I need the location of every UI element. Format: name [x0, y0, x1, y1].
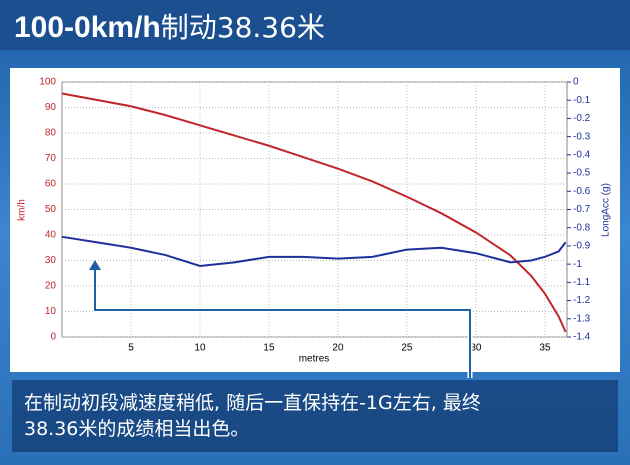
y-tick-label: 100	[39, 77, 56, 88]
y2-tick-label: -0.7	[573, 204, 591, 215]
x-tick-label: 15	[263, 343, 275, 354]
caption: 在制动初段减速度稍低, 随后一直保持在-1G左右, 最终 38.36米的成绩相当…	[12, 380, 618, 452]
y2-axis-label: LongAcc (g)	[601, 183, 612, 237]
marks: 0 10 20 30 40 50 60 70 80 90 100 0 -0.1 -0.2 -0.3 -0.4 -…	[39, 77, 590, 354]
x-tick-label: 25	[401, 343, 413, 354]
x-tick-label: 20	[332, 343, 344, 354]
y-tick-label: 50	[45, 204, 57, 215]
y2-tick-label: -0.6	[573, 186, 591, 197]
caption-line: 38.36米的成绩相当出色。	[24, 418, 250, 440]
x-tick-label: 30	[470, 343, 482, 354]
y-tick-label: 20	[45, 281, 57, 292]
y2-tick-label: -1	[573, 259, 582, 270]
y2-tick-label: -0.5	[573, 168, 591, 179]
y2-tick-label: -0.3	[573, 131, 591, 142]
y2-tick-label: -1.1	[573, 277, 591, 288]
y-tick-label: 60	[45, 179, 57, 190]
y-axis-label: km/h	[17, 199, 28, 221]
y2-tick-label: -0.4	[573, 149, 591, 160]
y2-tick-label: -0.9	[573, 241, 591, 252]
y-tick-label: 40	[45, 230, 57, 241]
title-main: 100-0km/h	[14, 11, 161, 44]
y2-tick-label: -0.1	[573, 95, 591, 106]
series-line	[61, 92, 567, 333]
y-tick-label: 10	[45, 306, 57, 317]
arrow	[94, 268, 471, 378]
y-tick-label: 80	[45, 128, 57, 139]
x-tick-label: 5	[128, 343, 134, 354]
y-tick-label: 70	[45, 153, 57, 164]
x-tick-label: 35	[539, 343, 551, 354]
subtitle: 制动38.36米	[160, 11, 325, 44]
x-tick-label: 10	[194, 343, 206, 354]
caption-line: 在制动初段减速度稍低, 随后一直保持在-1G左右, 最终	[24, 392, 481, 414]
y-tick-label: 30	[45, 255, 57, 266]
y2-tick-label: -0.8	[573, 222, 591, 233]
title: 100-0km/h制动38.36米	[14, 6, 325, 46]
chart-panel	[10, 68, 620, 372]
arrow-head	[89, 260, 101, 270]
y2-tick-label: -1.3	[573, 313, 591, 324]
y2-tick-label: 0	[573, 77, 579, 88]
y2-tick-label: -1.4	[573, 332, 591, 343]
series-line	[61, 235, 567, 267]
y-tick-label: 0	[50, 332, 56, 343]
y-tick-label: 90	[45, 102, 57, 113]
y2-tick-label: -1.2	[573, 295, 591, 306]
x-axis-label: metres	[299, 354, 330, 365]
header-bar: 100-0km/h制动38.36米	[0, 0, 630, 50]
y2-tick-label: -0.2	[573, 113, 591, 124]
